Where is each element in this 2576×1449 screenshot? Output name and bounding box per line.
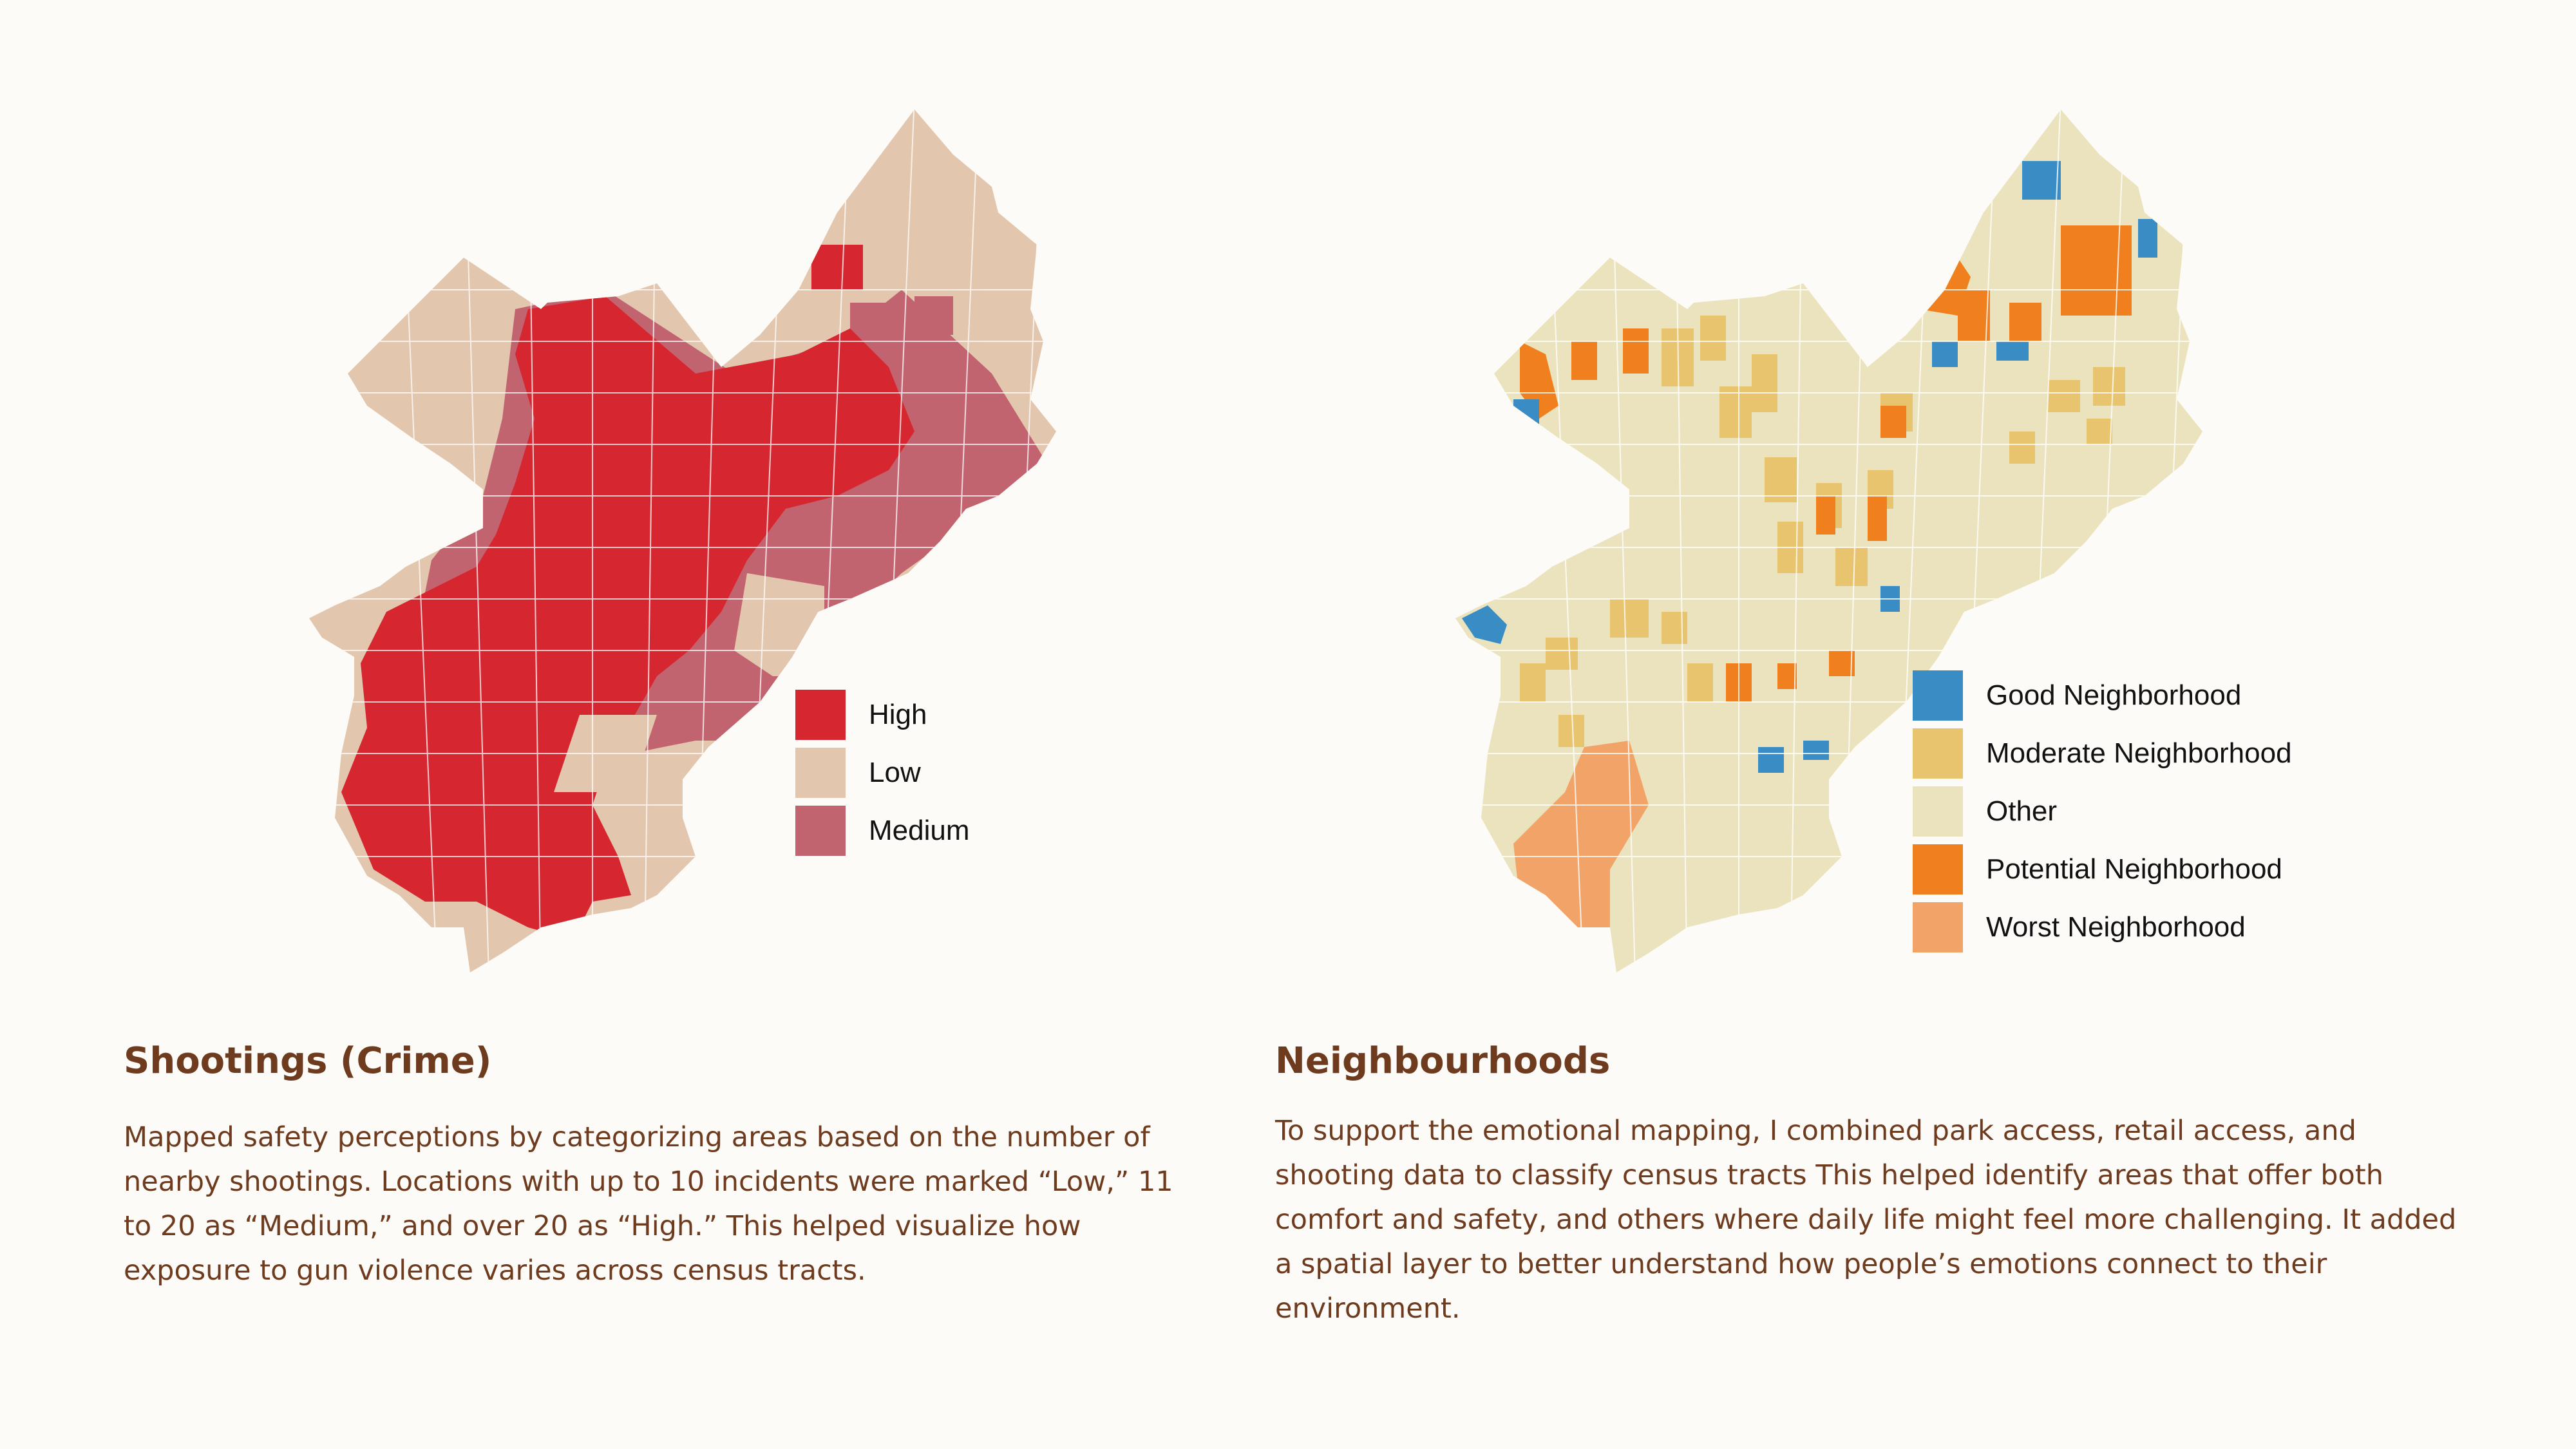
crime-section-title: Shootings (Crime)	[124, 1040, 492, 1082]
legend-swatch-medium	[795, 806, 846, 856]
neighbourhoods-section-body: To support the emotional mapping, I comb…	[1275, 1109, 2499, 1331]
neighbourhoods-body-line: To support the emotional mapping, I comb…	[1275, 1115, 2356, 1147]
legend-item-low: Low	[795, 744, 970, 802]
legend-label-moderate: Moderate Neighborhood	[1986, 737, 2292, 769]
legend-swatch-moderate	[1913, 728, 1963, 779]
neighbourhoods-body-line: comfort and safety, and others where dai…	[1275, 1204, 2457, 1236]
legend-swatch-good	[1913, 670, 1963, 721]
legend-label-high: High	[869, 699, 927, 730]
neighbourhoods-legend: Good Neighborhood Moderate Neighborhood …	[1913, 667, 2292, 956]
legend-item-potential: Potential Neighborhood	[1913, 840, 2292, 898]
legend-swatch-potential	[1913, 844, 1963, 895]
crime-legend: High Low Medium	[795, 686, 970, 860]
legend-swatch-other	[1913, 786, 1963, 837]
legend-item-good: Good Neighborhood	[1913, 667, 2292, 724]
legend-item-high: High	[795, 686, 970, 744]
legend-label-medium: Medium	[869, 815, 970, 846]
crime-map	[309, 109, 1056, 972]
crime-body-line: to 20 as “Medium,” and over 20 as “High.…	[124, 1210, 1081, 1242]
crime-body-line: Mapped safety perceptions by categorizin…	[124, 1121, 1150, 1153]
legend-item-moderate: Moderate Neighborhood	[1913, 724, 2292, 782]
legend-label-other: Other	[1986, 795, 2058, 827]
legend-item-medium: Medium	[795, 802, 970, 860]
legend-item-other: Other	[1913, 782, 2292, 840]
neighbourhoods-section-title: Neighbourhoods	[1275, 1040, 1611, 1082]
legend-label-worst: Worst Neighborhood	[1986, 911, 2246, 943]
legend-swatch-worst	[1913, 902, 1963, 952]
legend-item-worst: Worst Neighborhood	[1913, 898, 2292, 956]
crime-panel: High Low Medium Shootings (Crime) Mapped…	[124, 109, 1231, 1293]
crime-section-body: Mapped safety perceptions by categorizin…	[124, 1115, 1231, 1293]
neighbourhoods-map	[1455, 109, 2202, 972]
legend-label-low: Low	[869, 757, 921, 788]
neighbourhoods-body-line: shooting data to classify census tracts …	[1275, 1159, 2383, 1191]
neighbourhoods-panel: Good Neighborhood Moderate Neighborhood …	[1275, 0, 2576, 1449]
legend-swatch-high	[795, 690, 846, 740]
neighbourhoods-body-line: environment.	[1275, 1293, 1461, 1325]
legend-label-potential: Potential Neighborhood	[1986, 853, 2282, 885]
neighbourhoods-body-line: a spatial layer to better understand how…	[1275, 1248, 2327, 1280]
crime-body-line: exposure to gun violence varies across c…	[124, 1255, 866, 1287]
crime-body-line: nearby shootings. Locations with up to 1…	[124, 1166, 1173, 1198]
legend-swatch-low	[795, 748, 846, 798]
legend-label-good: Good Neighborhood	[1986, 679, 2242, 711]
